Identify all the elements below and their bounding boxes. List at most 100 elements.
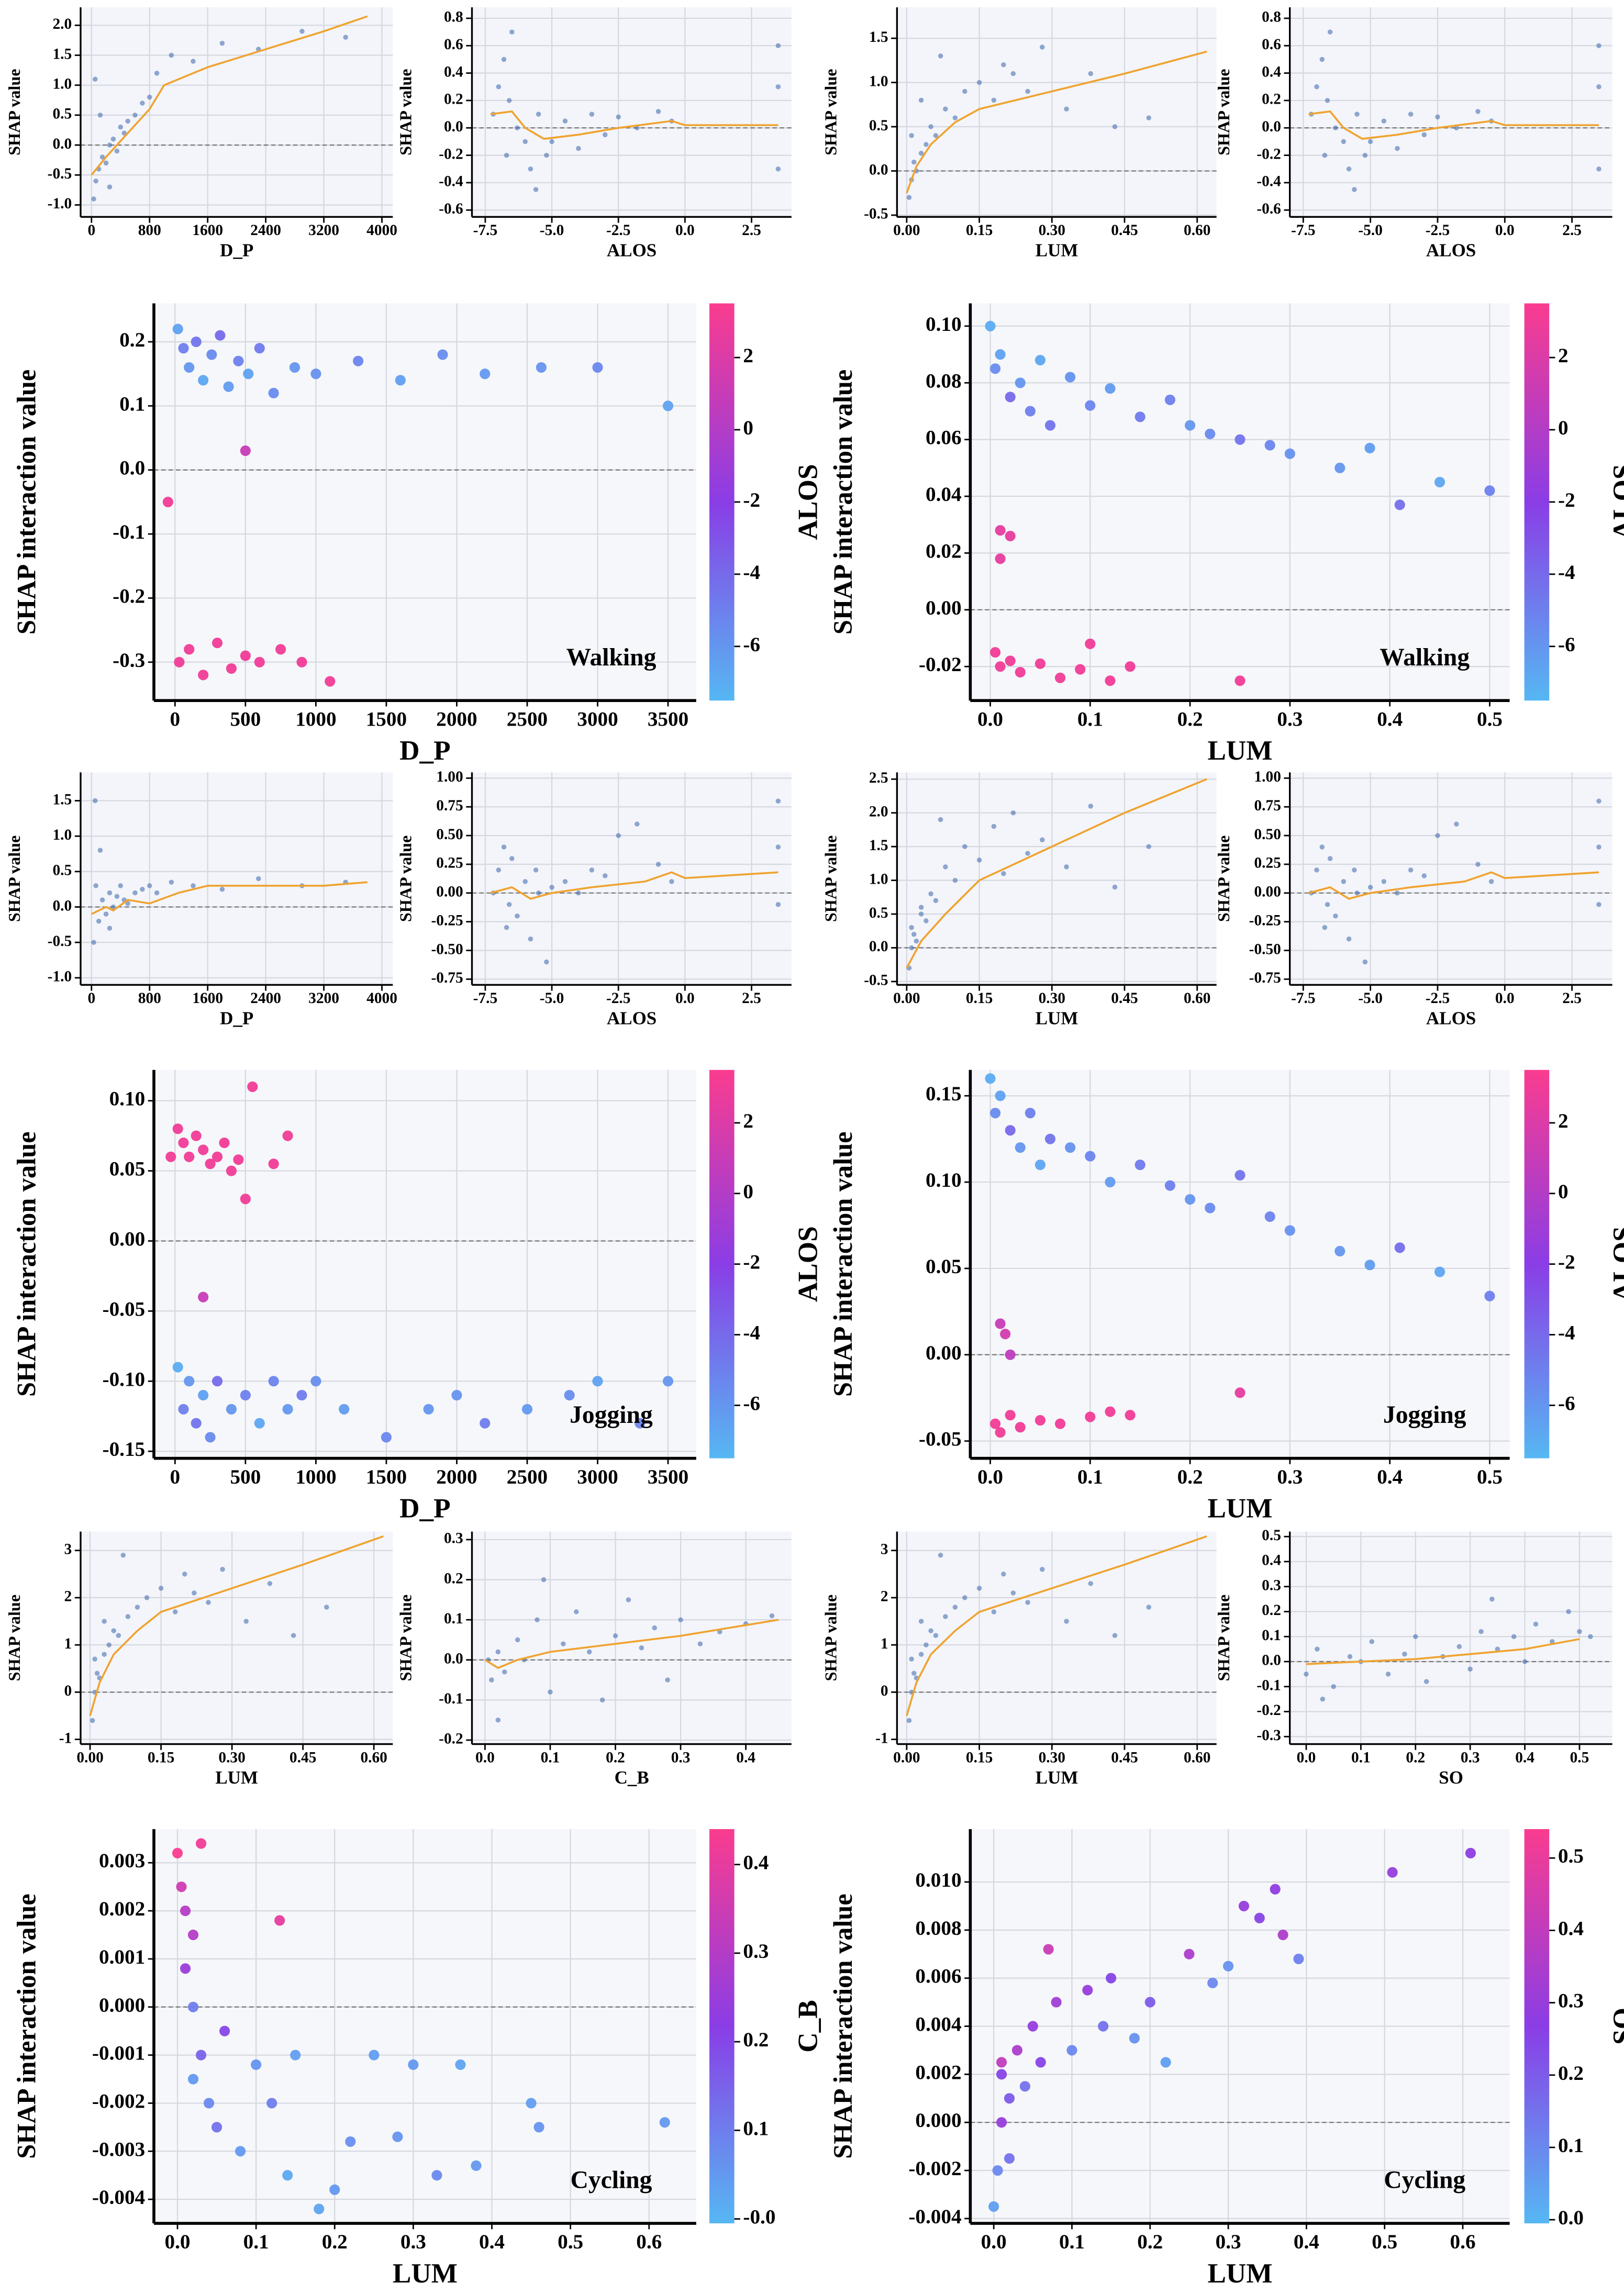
x-tick-label: 0.45 (1111, 990, 1138, 1007)
point (107, 926, 113, 931)
y-tick-label: 1.0 (869, 871, 888, 887)
y-tick-label: -0.4 (439, 173, 463, 190)
point (408, 2059, 419, 2070)
x-tick-label: 0.2 (1406, 1749, 1425, 1766)
y-tick-label: 0.10 (109, 1088, 146, 1110)
x-tick-label: 1000 (295, 708, 336, 730)
point (1327, 29, 1333, 35)
point (268, 1376, 279, 1387)
point (1362, 959, 1368, 965)
point (339, 1404, 350, 1415)
x-tick-label: 4000 (366, 222, 397, 239)
point (233, 355, 244, 366)
point (1354, 112, 1360, 117)
point (1423, 1679, 1429, 1684)
plot-area (1289, 772, 1612, 985)
point (1364, 442, 1375, 453)
point (1075, 664, 1086, 675)
colorbar-tick-label: 2 (743, 1110, 753, 1132)
point (182, 1572, 187, 1577)
point (1394, 499, 1405, 510)
x-tick-label: 0.6 (636, 2231, 662, 2253)
y-tick-label: 0.50 (436, 826, 463, 843)
colorbar (709, 303, 735, 701)
point (1264, 1211, 1275, 1222)
point (918, 150, 924, 156)
y-tick-label: 0.008 (915, 1917, 961, 1940)
point (918, 97, 924, 103)
point (544, 959, 549, 965)
point (1000, 1329, 1011, 1340)
x-tick-label: 0.0 (165, 2231, 191, 2253)
y-tick-label: -0.2 (1256, 1702, 1281, 1719)
y-tick-label: -0.2 (439, 146, 463, 162)
subplot: 0.0 0.1 0.2 0.3 0.4 0.5 -0.05 0.00 0.05 0.10 0.15 L… (828, 1070, 1624, 1524)
y-tick-label: 0.02 (926, 540, 962, 562)
trend-line (490, 871, 778, 900)
point (626, 1597, 631, 1602)
y-tick-label: 0.006 (915, 1965, 961, 1988)
y-tick-label: 0.000 (915, 2109, 961, 2132)
x-tick-label: 0.2 (1177, 1466, 1203, 1488)
point (906, 195, 912, 200)
point (548, 1689, 553, 1695)
point (1488, 879, 1494, 884)
point (962, 844, 967, 849)
point (1325, 901, 1330, 907)
subplot: 0.0 0.1 0.2 0.3 0.4 -0.2 -0.1 0.0 0.1 0.2 0.3 C_B SH… (396, 1530, 792, 1788)
point (1005, 1410, 1016, 1421)
point (943, 1614, 948, 1619)
x-axis-label: SO (1439, 1767, 1463, 1788)
x-tick-label: -5.0 (1358, 990, 1383, 1007)
colorbar-label: ALOS (1607, 1226, 1624, 1302)
x-tick-label: 0.60 (360, 1749, 387, 1766)
point (1596, 84, 1601, 90)
y-tick-label: -0.6 (1256, 201, 1281, 217)
x-axis-label: ALOS (1426, 240, 1476, 261)
colorbar (1524, 1070, 1550, 1458)
subplot: 0.00 0.15 0.30 0.45 0.60 -0.5 0.0 0.5 1.0 1.5 LUM S… (821, 7, 1217, 261)
point (1284, 1225, 1295, 1236)
x-tick-label: 0 (87, 990, 95, 1007)
point (1144, 1997, 1155, 2008)
x-tick-label: 800 (138, 222, 161, 239)
y-tick-label: 0.010 (915, 1869, 961, 1891)
point (219, 886, 225, 892)
point (1205, 1202, 1216, 1213)
x-tick-label: -7.5 (473, 222, 498, 239)
y-tick-label: -0.002 (908, 2157, 961, 2180)
point (198, 670, 209, 681)
point (635, 821, 640, 827)
x-tick-label: 0.0 (981, 2231, 1007, 2253)
point (1027, 2021, 1038, 2032)
x-axis-label: D_P (399, 735, 451, 766)
plot-area (153, 303, 696, 701)
point (592, 362, 603, 373)
y-tick-label: 0.0 (444, 1650, 463, 1667)
point (1010, 810, 1016, 816)
point (1341, 139, 1347, 144)
x-tick-label: 0.0 (1297, 1749, 1316, 1766)
subplot: 0.0 0.1 0.2 0.3 0.4 0.5 -0.3 -0.2 -0.1 0.0 0.1 0.2 0… (1214, 1527, 1612, 1788)
y-tick-label: -0.02 (919, 653, 962, 676)
y-tick-label: -0.1 (439, 1690, 463, 1707)
plot-area (80, 1531, 393, 1744)
point (995, 1318, 1006, 1329)
y-tick-label: 0.5 (52, 106, 72, 123)
y-axis-label: SHAP interaction value (12, 370, 41, 635)
point (96, 918, 102, 924)
point (1005, 530, 1016, 541)
point (1434, 476, 1445, 488)
y-tick-label: 0.2 (444, 1570, 463, 1587)
point (1314, 84, 1319, 90)
point (501, 57, 507, 62)
point (114, 894, 120, 899)
point (147, 883, 152, 888)
point (132, 113, 138, 118)
point (254, 343, 265, 354)
point (669, 879, 674, 884)
point (495, 1649, 501, 1655)
point (976, 80, 982, 85)
y-tick-label: 0.002 (915, 2061, 961, 2084)
